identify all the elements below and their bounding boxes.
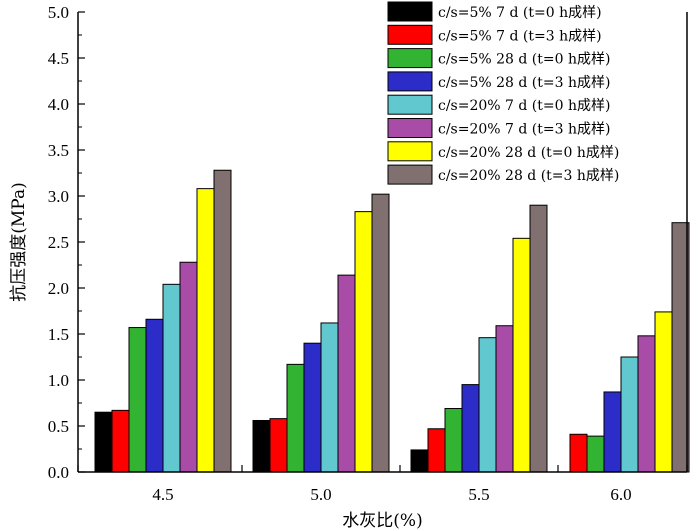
legend-label-3: c/s=5% 28 d (t=3 h成样) [438, 75, 610, 91]
legend-swatch-2 [387, 48, 433, 69]
legend-label-4: c/s=20% 7 d (t=0 h成样) [438, 98, 610, 114]
bar-4-1 [320, 322, 339, 473]
bar-2-1 [286, 363, 305, 473]
y-tick-label-4: 2.0 [48, 279, 69, 298]
bar-1-0 [111, 409, 130, 473]
bar-3-2 [461, 384, 480, 473]
bar-2-2 [444, 408, 463, 473]
x-tick-label-3: 6.0 [610, 485, 631, 504]
bar-6-1 [354, 211, 373, 473]
bar-6-0 [196, 188, 215, 473]
legend-label-6: c/s=20% 28 d (t=0 h成样) [438, 145, 619, 161]
y-tick-label-7: 3.5 [48, 141, 69, 160]
bar-5-0 [179, 261, 198, 473]
x-tick-label-1: 5.0 [310, 485, 331, 504]
x-tick-label-2: 5.5 [468, 485, 489, 504]
x-tick-label-0: 4.5 [152, 485, 173, 504]
y-tick-label-8: 4.0 [48, 95, 69, 114]
legend-swatch-7 [387, 164, 433, 185]
bar-3-1 [303, 342, 322, 473]
y-tick-label-3: 1.5 [48, 325, 69, 344]
y-tick-label-5: 2.5 [48, 233, 69, 252]
legend-label-7: c/s=20% 28 d (t=3 h成样) [438, 168, 619, 184]
y-axis-title: 抗压强度(MPa) [9, 182, 29, 301]
bar-6-3 [654, 311, 673, 473]
bar-5-3 [637, 335, 656, 473]
bar-6-2 [512, 237, 531, 473]
bar-5-1 [337, 274, 356, 473]
legend-swatch-6 [387, 141, 433, 162]
bar-3-3 [603, 391, 622, 473]
legend-swatch-4 [387, 94, 433, 115]
bar-2-0 [128, 327, 147, 473]
bar-5-2 [495, 325, 514, 473]
ticks-layer: 0.0 0.5 1.0 1.5 2.0 2.5 3.0 3.5 4.0 4.5 5.0 4.5 5.0 5… [48, 3, 688, 504]
bar-7-1 [371, 193, 390, 473]
bar-4-0 [162, 283, 181, 473]
y-tick-label-9: 4.5 [48, 49, 69, 68]
bar-1-3 [569, 433, 588, 473]
bar-2-3 [586, 435, 605, 473]
y-tick-label-2: 1.0 [48, 371, 69, 390]
bar-0-0 [94, 411, 113, 473]
legend-swatch-1 [387, 24, 433, 45]
bar-3-0 [145, 318, 164, 473]
bar-0-2 [410, 449, 429, 473]
bar-1-2 [427, 428, 446, 473]
x-axis-title: 水灰比(%) [342, 511, 422, 531]
y-tick-label-0: 0.0 [48, 463, 69, 482]
bar-7-0 [213, 169, 232, 473]
legend-label-5: c/s=20% 7 d (t=3 h成样) [438, 122, 610, 138]
bar-1-1 [269, 418, 288, 473]
y-tick-label-10: 5.0 [48, 3, 69, 22]
legend: c/s=5% 7 d (t=0 h成样) c/s=5% 7 d (t=3 h成样)… [387, 1, 619, 185]
legend-label-2: c/s=5% 28 d (t=0 h成样) [438, 52, 610, 68]
bars-layer [94, 169, 690, 473]
bar-0-1 [252, 419, 271, 473]
legend-swatch-5 [387, 118, 433, 138]
bar-4-3 [620, 356, 639, 473]
legend-swatch-3 [387, 71, 433, 92]
legend-swatch-0 [387, 1, 433, 22]
bar-4-2 [478, 337, 497, 473]
legend-label-1: c/s=5% 7 d (t=3 h成样) [438, 28, 602, 44]
legend-label-0: c/s=5% 7 d (t=0 h成样) [438, 5, 602, 21]
y-tick-label-1: 0.5 [48, 417, 69, 436]
y-tick-label-6: 3.0 [48, 187, 69, 206]
bar-7-2 [529, 204, 548, 473]
